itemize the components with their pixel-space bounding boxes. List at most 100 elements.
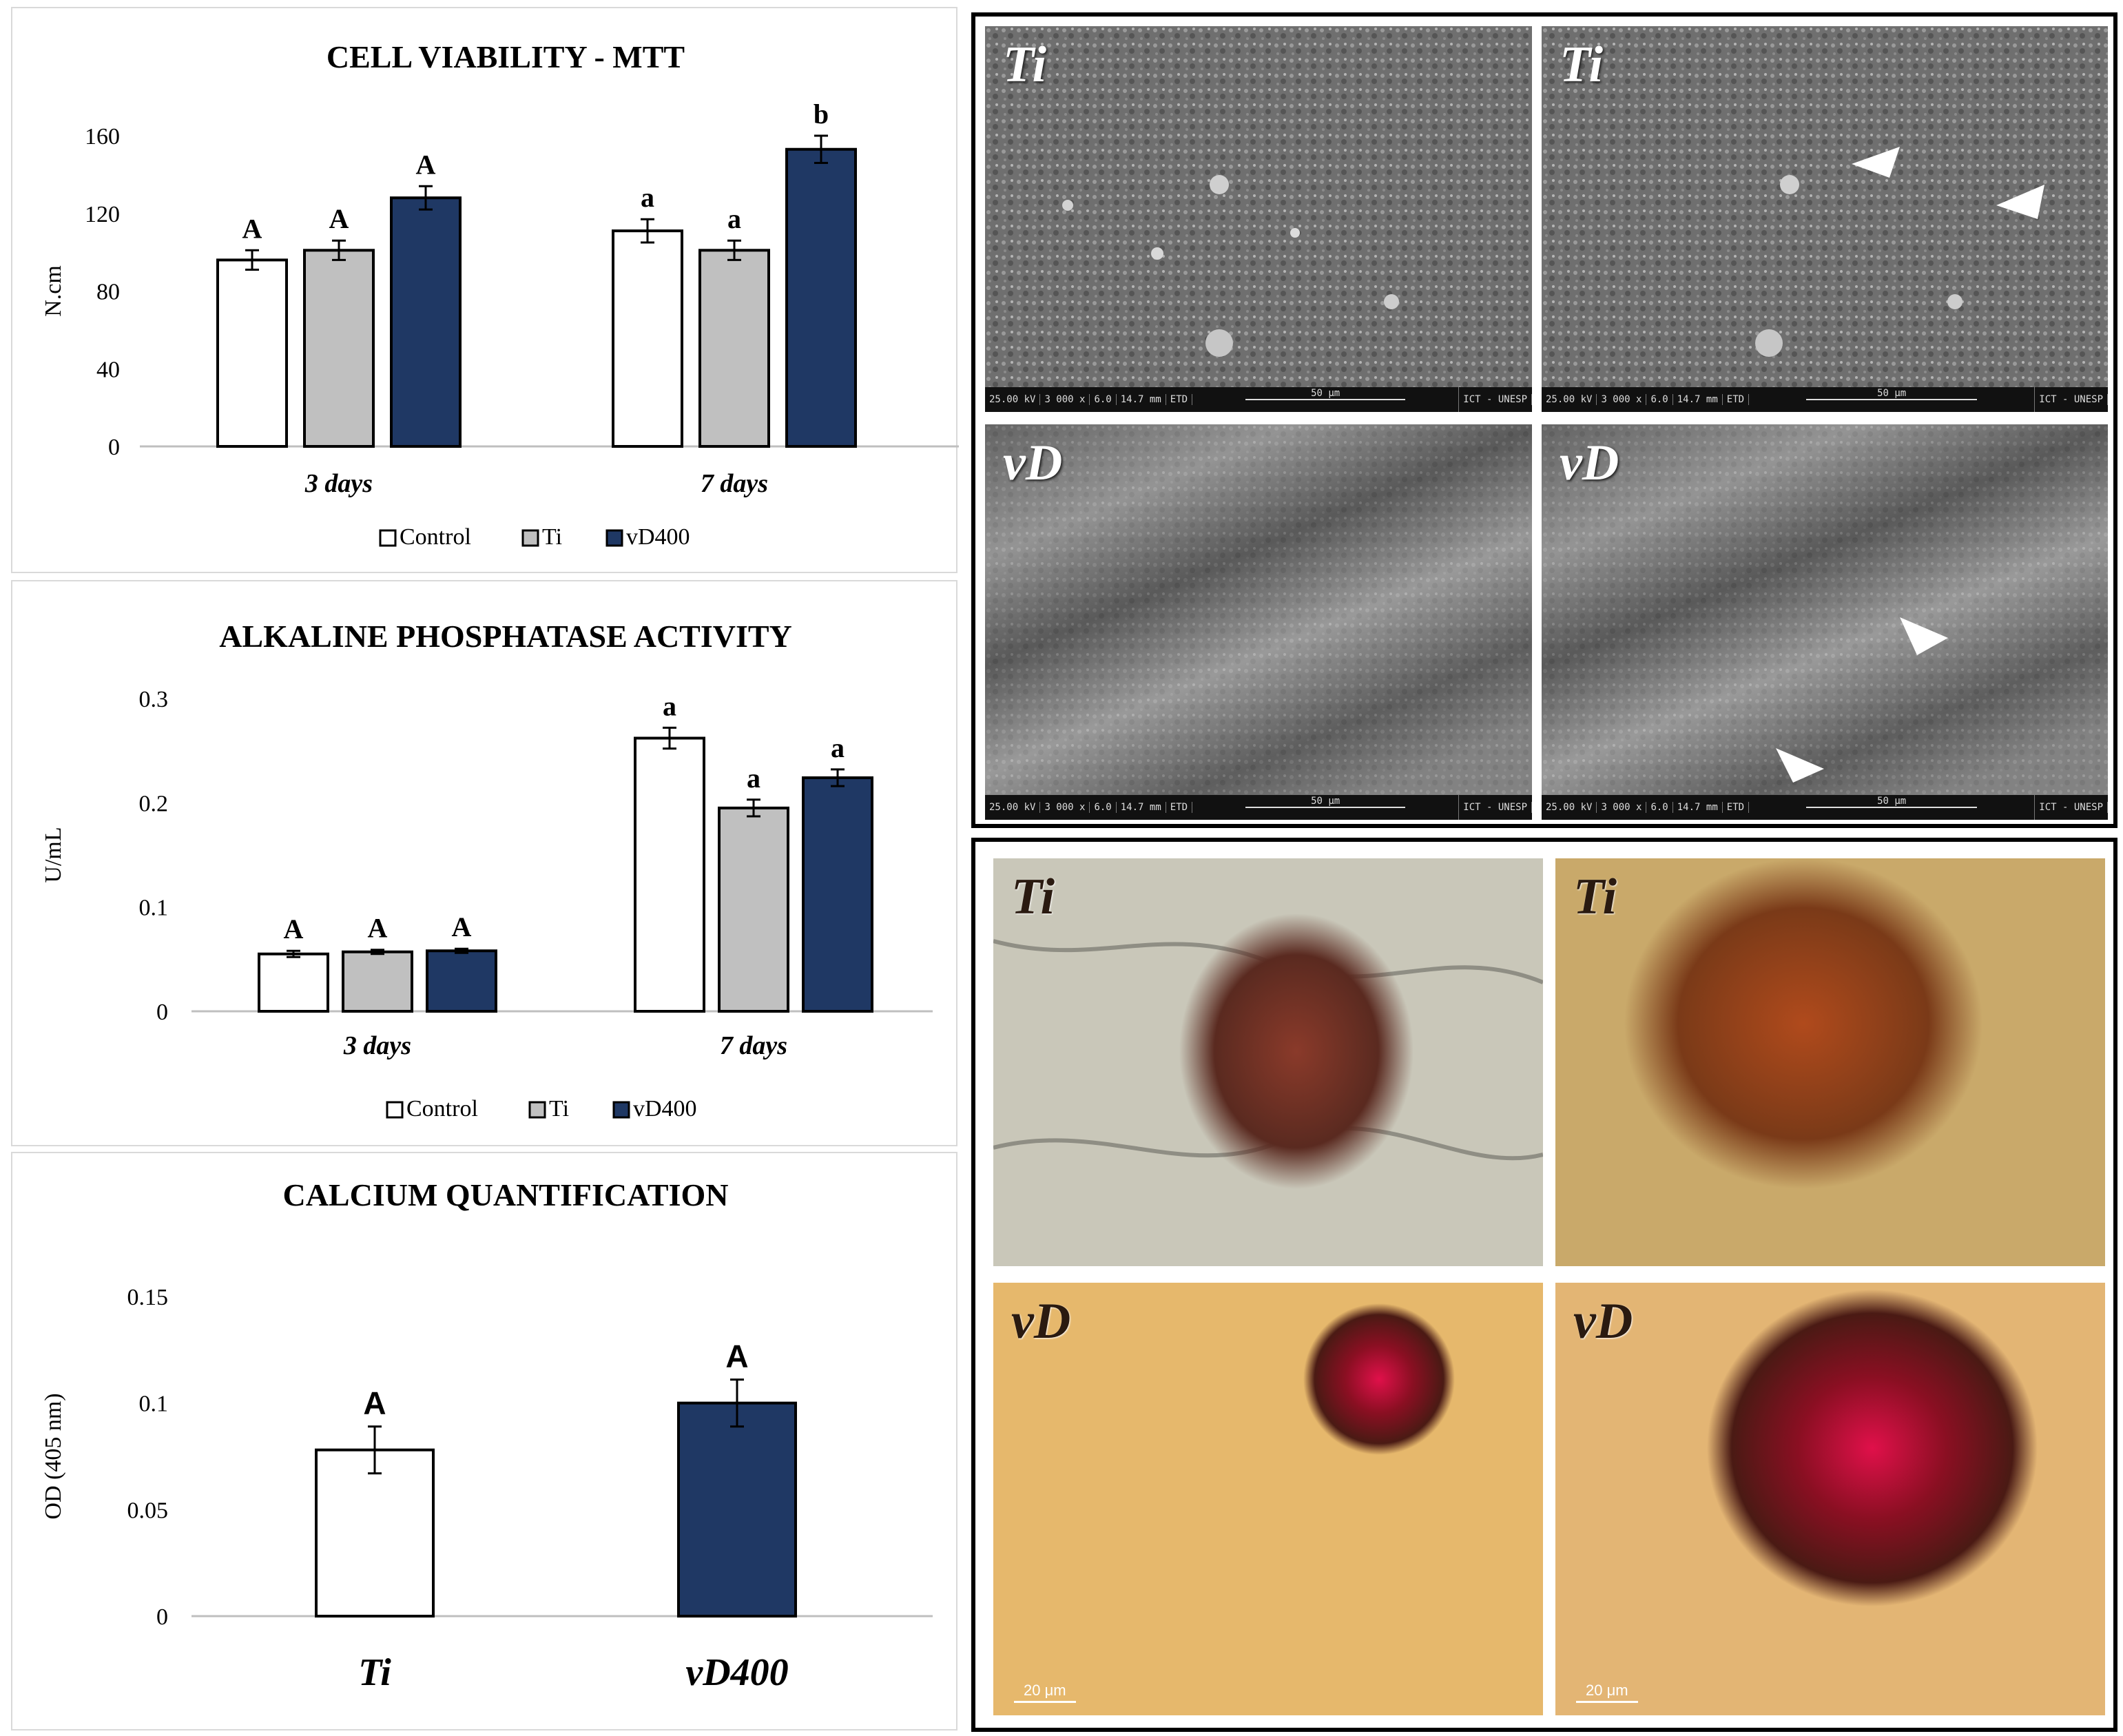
y-tick-label: 0	[156, 1000, 168, 1025]
bar	[612, 229, 683, 448]
sem-label-vd-2: vD	[1560, 435, 1619, 491]
arrow-icon	[1996, 185, 2044, 219]
optical-image-vd-right: vD 20 μm	[1555, 1283, 2105, 1715]
chart-title: CELL VIABILITY - MTT	[327, 39, 685, 74]
y-tick-label: 0	[108, 435, 120, 460]
arrow-icon	[1852, 147, 1900, 178]
significance-label: A	[242, 213, 262, 244]
optical-texture-ti	[993, 858, 1543, 1266]
y-tick-label: 0.15	[127, 1285, 169, 1310]
bar	[785, 147, 857, 448]
chart-title: ALKALINE PHOSPHATASE ACTIVITY	[219, 619, 792, 654]
significance-label: A	[452, 911, 472, 942]
bar	[677, 1401, 797, 1618]
optical-label-ti-1: Ti	[1011, 869, 1055, 925]
bar	[258, 952, 329, 1013]
legend-label: Control	[400, 524, 471, 550]
significance-label: a	[831, 732, 845, 763]
y-tick-label: 40	[96, 357, 120, 382]
significance-label: A	[363, 1385, 386, 1421]
sem-hv: 25.00 kV	[985, 394, 1041, 405]
legend-swatch	[521, 529, 539, 547]
y-tick-label: 160	[85, 124, 120, 149]
sem-scale-bar: 50 μm	[1749, 795, 2036, 820]
sem-texture-vd	[985, 424, 1532, 820]
sem-image-frame: Ti 25.00 kV 3 000 x 6.0 14.7 mm ETD 50 μ…	[971, 12, 2117, 828]
sem-label-ti-1: Ti	[1003, 37, 1047, 93]
y-tick-label: 0.2	[139, 791, 169, 816]
legend-label: vD400	[626, 524, 690, 550]
sem-label-ti-2: Ti	[1560, 37, 1604, 93]
significance-label: A	[725, 1339, 748, 1374]
bar	[802, 776, 873, 1013]
calcium-chart: CALCIUM QUANTIFICATION OD (405 nm) 0 0.05 0.…	[41, 1177, 933, 1694]
significance-label: A	[368, 913, 388, 944]
bar	[634, 736, 705, 1013]
optical-label-ti-2: Ti	[1573, 869, 1617, 925]
bar	[426, 949, 497, 1013]
legend-label: Control	[406, 1096, 478, 1122]
sem-info-bar: 25.00 kV 3 000 x 6.0 14.7 mm ETD 50 μm I…	[985, 795, 1532, 820]
y-axis-label: N.cm	[41, 265, 66, 317]
sem-wd: 14.7 mm	[1117, 394, 1166, 405]
optical-label-vd-1: vD	[1011, 1293, 1071, 1350]
optical-image-ti-right: Ti	[1555, 858, 2105, 1266]
optical-scale-bar: 20 μm	[1014, 1682, 1076, 1703]
sem-institution: ICT - UNESP	[1459, 394, 1532, 405]
optical-texture-vd	[993, 1283, 1543, 1715]
sem-image-vd-right: vD 25.00 kV 3 000 x 6.0 14.7 mm ETD 50 μ…	[1542, 424, 2108, 820]
bar	[698, 249, 770, 448]
x-tick-label: Ti	[358, 1651, 391, 1694]
significance-label: a	[747, 763, 760, 794]
sem-scale-bar: 50 μm	[1749, 387, 2036, 412]
y-tick-label: 0	[156, 1604, 168, 1630]
sem-mag: 3 000 x	[1040, 394, 1090, 405]
bar	[390, 196, 462, 448]
optical-image-ti-left: Ti	[993, 858, 1543, 1266]
sem-spot: 6.0	[1090, 394, 1117, 405]
significance-label: A	[416, 149, 436, 180]
y-tick-label: 0.3	[139, 687, 169, 712]
legend-label: Ti	[542, 524, 562, 550]
sem-image-vd-left: vD 25.00 kV 3 000 x 6.0 14.7 mm ETD 50 μ…	[985, 424, 1532, 820]
legend-swatch	[528, 1101, 546, 1119]
y-axis-label: OD (405 nm)	[41, 1393, 66, 1519]
significance-label: a	[663, 690, 676, 721]
x-tick-label: 7 days	[701, 469, 768, 498]
sem-image-ti-right: Ti 25.00 kV 3 000 x 6.0 14.7 mm ETD 50 μ…	[1542, 26, 2108, 412]
y-tick-label: 0.05	[127, 1498, 169, 1523]
bar	[718, 806, 789, 1013]
y-tick-label: 120	[85, 202, 120, 227]
y-tick-label: 0.1	[139, 1392, 169, 1417]
optical-scale-bar: 20 μm	[1576, 1682, 1638, 1703]
sem-scale-bar: 50 μm	[1192, 795, 1460, 820]
legend-swatch	[379, 529, 397, 547]
bar	[303, 249, 375, 448]
optical-image-frame: Ti Ti vD 20 μm	[971, 838, 2117, 1732]
arrow-icon	[1900, 617, 1948, 655]
sem-info-bar: 25.00 kV 3 000 x 6.0 14.7 mm ETD 50 μm I…	[1542, 795, 2108, 820]
chart-title: CALCIUM QUANTIFICATION	[282, 1177, 728, 1212]
arrow-icon	[1776, 748, 1824, 783]
sem-scale-bar: 50 μm	[1192, 387, 1460, 412]
optical-label-vd-2: vD	[1573, 1293, 1633, 1350]
x-tick-label: vD400	[685, 1651, 788, 1694]
mtt-chart: CELL VIABILITY - MTT N.cm 0 40 80 120 160 A A A 3 …	[41, 39, 959, 550]
legend-swatch	[612, 1101, 630, 1119]
sem-image-ti-left: Ti 25.00 kV 3 000 x 6.0 14.7 mm ETD 50 μ…	[985, 26, 1532, 412]
significance-label: A	[284, 913, 304, 944]
y-axis-label: U/mL	[41, 827, 66, 882]
significance-label: a	[727, 203, 741, 234]
sem-texture-vd-annotated	[1542, 424, 2108, 820]
calcium-chart-panel: CALCIUM QUANTIFICATION OD (405 nm) 0 0.05 0.…	[11, 1152, 957, 1730]
bar	[216, 258, 288, 448]
alp-chart: ALKALINE PHOSPHATASE ACTIVITY U/mL 0 0.1 0.2…	[41, 619, 933, 1122]
legend-swatch	[386, 1101, 404, 1119]
x-tick-label: 7 days	[720, 1031, 787, 1060]
sem-texture-ti-annotated	[1542, 26, 2108, 412]
bar	[342, 950, 413, 1013]
legend-swatch	[605, 529, 623, 547]
bar	[315, 1448, 435, 1618]
y-tick-label: 0.1	[139, 896, 169, 921]
sem-texture-ti	[985, 26, 1532, 412]
